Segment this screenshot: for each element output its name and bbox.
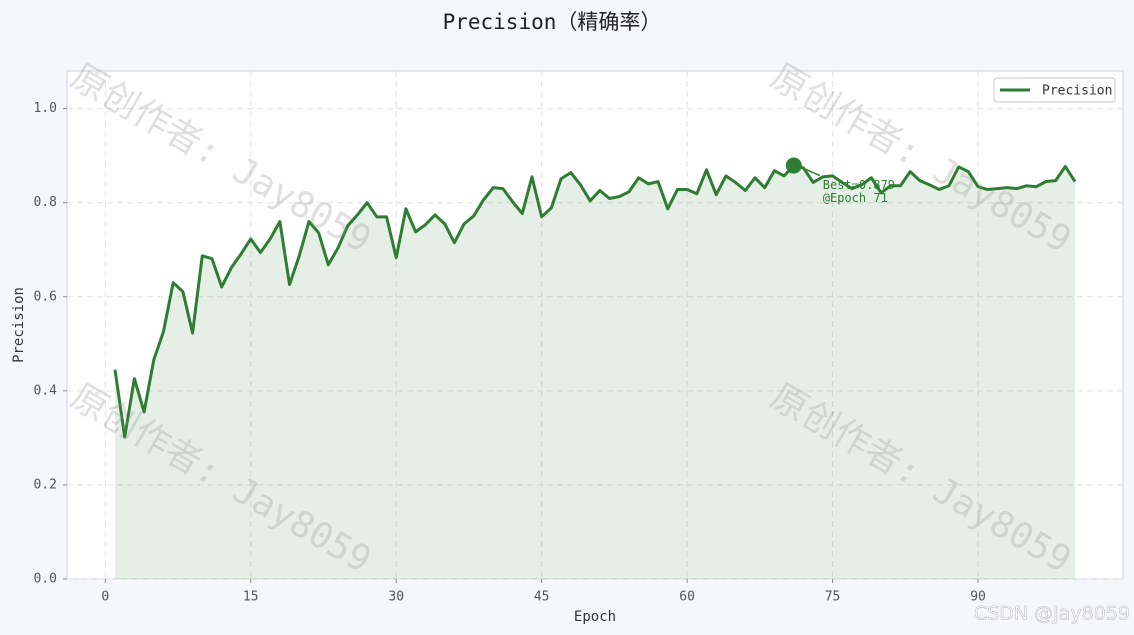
legend-label: Precision: [1042, 84, 1112, 99]
legend-box: [993, 77, 1116, 103]
y-tick-label: 0.4: [34, 383, 58, 398]
y-tick-label: 0.6: [34, 289, 57, 304]
area: [115, 165, 1075, 580]
x-tick-label: 60: [679, 590, 695, 605]
y-tick-label: 0.2: [34, 477, 57, 492]
y-tick-label: 1.0: [34, 101, 57, 116]
x-tick-label: 30: [388, 590, 404, 605]
footer-watermark: CSDN @Jay8059: [974, 603, 1130, 625]
x-tick-label: 90: [970, 590, 986, 605]
annotation: Best=0.879: [823, 178, 895, 192]
x-axis-label: Epoch: [574, 609, 616, 625]
x-tick-label: 0: [101, 590, 109, 605]
plot-layer: 0.0 0.2 0.4 0.6 0.8 1.0 0 15 30 45 60 75 90 Best=0.87…: [34, 71, 1123, 605]
annotation-arrow: [801, 166, 821, 177]
x-tick-label: 75: [825, 590, 841, 605]
y-tick-label: 0.8: [34, 195, 57, 210]
annotation: @Epoch 71: [823, 191, 888, 205]
plot-area: [66, 70, 1124, 580]
y-axis-label: Precision: [11, 287, 27, 363]
chart-title: Precision（精确率）: [443, 10, 662, 34]
x-tick-label: 45: [534, 590, 550, 605]
best-point: [785, 157, 802, 174]
line: [113, 164, 1077, 439]
x-tick-label: 15: [243, 590, 259, 605]
y-tick-label: 0.0: [34, 572, 57, 587]
